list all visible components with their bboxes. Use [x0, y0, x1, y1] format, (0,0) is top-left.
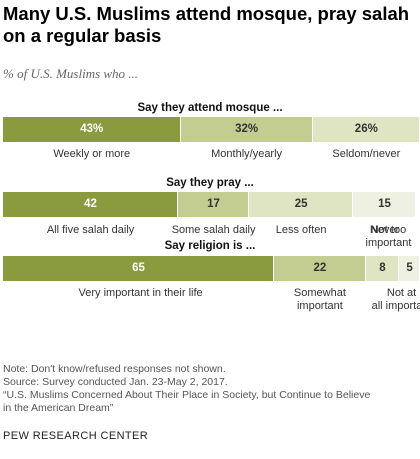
- category-label: Some salah daily: [171, 224, 256, 236]
- section-title-2: Say they pray ...: [166, 177, 254, 189]
- bar-segment: [353, 192, 416, 217]
- bar-row-2: [3, 192, 420, 217]
- category-label: Less often: [275, 224, 327, 236]
- bar-segment: [178, 192, 249, 217]
- data-label: 43%: [80, 123, 104, 135]
- bar-segment: [3, 192, 179, 217]
- category-label: Never: [369, 224, 400, 236]
- bar-segment: [274, 256, 366, 281]
- category-label: Not too important: [365, 224, 412, 249]
- data-label: 25: [294, 198, 308, 210]
- category-label: Somewhat important: [293, 287, 346, 312]
- data-label: 26%: [354, 123, 378, 135]
- bar-row-1: [3, 117, 420, 142]
- data-label: 5: [406, 262, 413, 274]
- data-label: 17: [207, 198, 220, 210]
- bar-segment: [399, 256, 420, 281]
- category-label: Weekly or more: [53, 148, 131, 160]
- bar-segment: [180, 117, 313, 142]
- chart-subtitle: % of U.S. Muslims who ...: [3, 66, 139, 81]
- category-label: Very important in their life: [78, 287, 203, 299]
- bar-segment: [3, 117, 181, 142]
- category-label: Not at all important: [371, 287, 420, 312]
- data-label: 65: [132, 262, 145, 274]
- data-label: 15: [378, 198, 391, 210]
- category-label: Monthly/yearly: [211, 148, 283, 160]
- data-label: 42: [84, 198, 97, 210]
- data-label: 8: [379, 262, 386, 274]
- bar-segment: [249, 192, 354, 217]
- brand-logo-text: PEW RESEARCH CENTER: [3, 430, 149, 442]
- section-title-1: Say they attend mosque ...: [137, 102, 283, 114]
- section-title-3: Say religion is ...: [164, 240, 256, 252]
- report-title: “U.S. Muslims Concerned About Their Plac…: [3, 389, 371, 414]
- bar-segment: [3, 256, 275, 281]
- data-label: 32%: [235, 123, 259, 135]
- category-label: All five salah daily: [46, 224, 135, 236]
- chart-title: Many U.S. Muslims attend mosque, pray sa…: [3, 3, 410, 46]
- source-text: Source: Survey conducted Jan. 23-May 2, …: [3, 376, 228, 388]
- note-text: Note: Don't know/refused responses not s…: [3, 363, 226, 375]
- bar-segment: [312, 117, 420, 142]
- category-label: Seldom/never: [332, 148, 401, 160]
- bar-segment: [365, 256, 400, 281]
- footnotes: Note: Don't know/refused responses not s…: [3, 363, 417, 415]
- data-label: 22: [313, 262, 327, 274]
- bar-row-3: [3, 256, 420, 281]
